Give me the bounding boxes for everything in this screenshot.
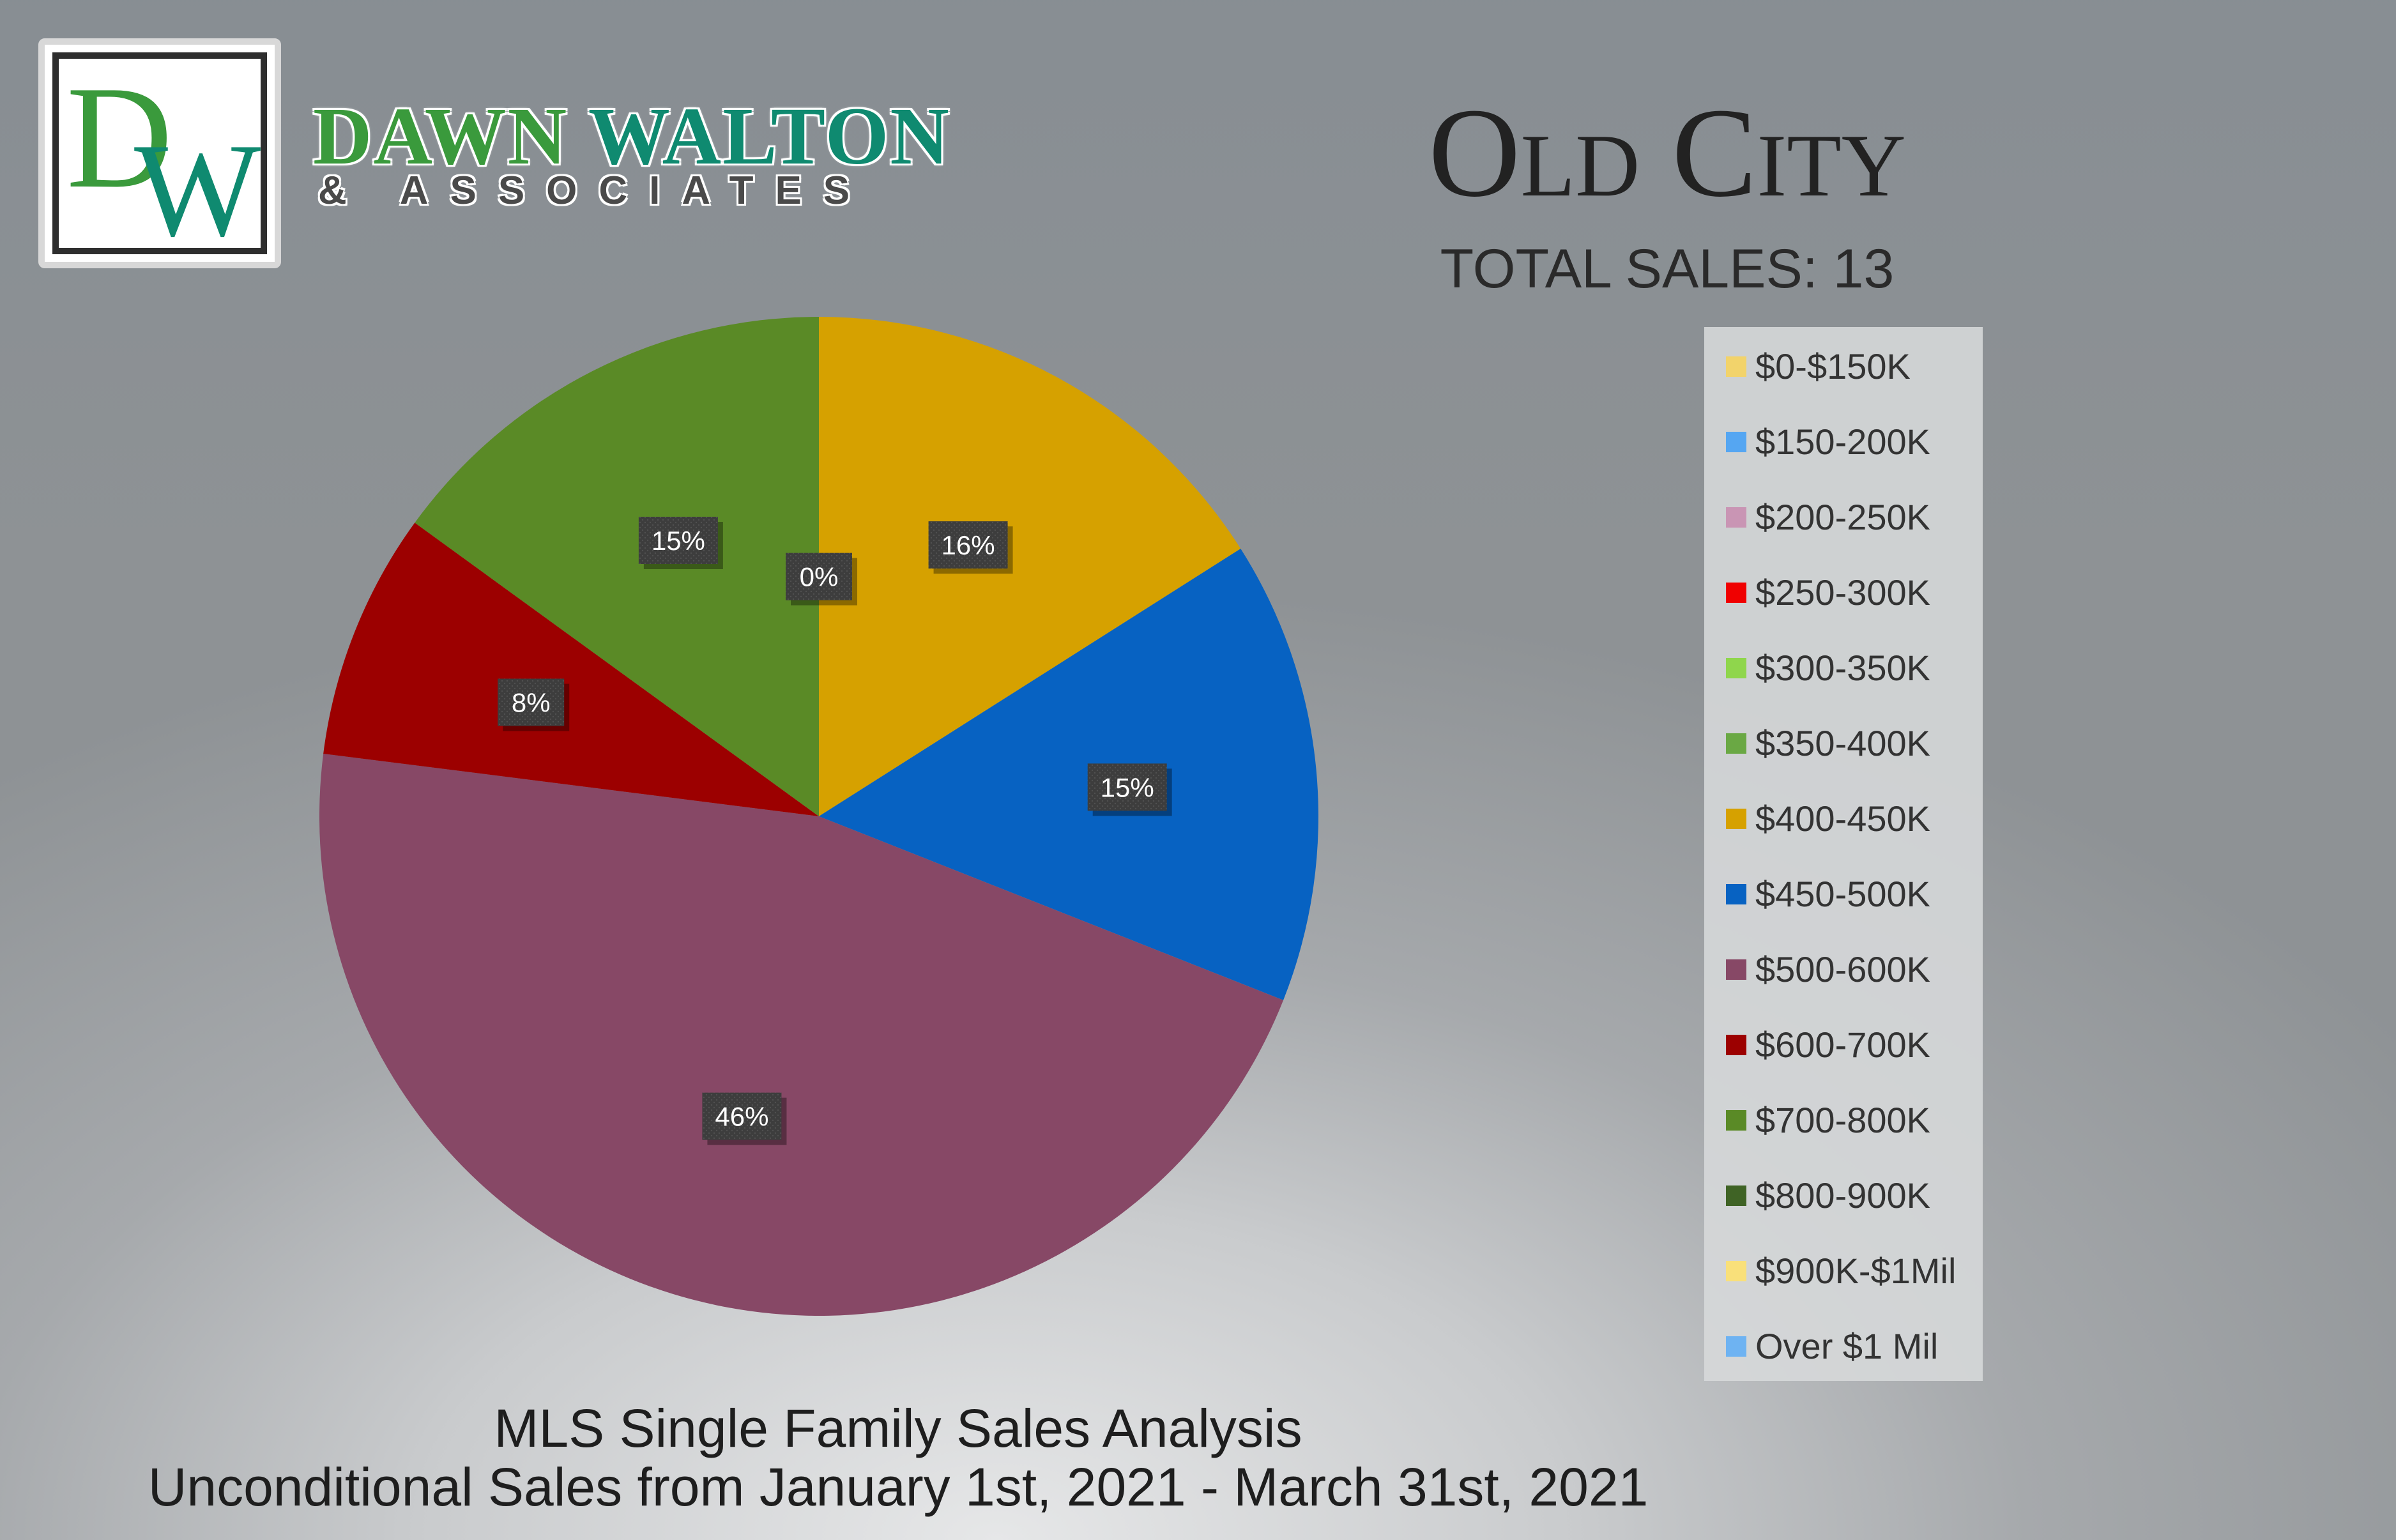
brand-name-last: WALTON (588, 91, 950, 181)
legend-label: $150-200K (1755, 422, 1931, 462)
legend-item: $900K-$1Mil (1704, 1247, 1983, 1322)
legend-swatch (1726, 959, 1746, 980)
legend-item: Over $1 Mil (1704, 1322, 1983, 1398)
slice-value-label: 15% (652, 526, 705, 556)
slice-value-label: 0% (800, 562, 839, 592)
slice-data-label: 15% (1087, 763, 1172, 816)
chart-legend: $0-$150K $150-200K $200-250K $250-300K $300-… (1704, 327, 1983, 1381)
background-shade (0, 0, 2396, 575)
slice-value-label: 8% (512, 688, 551, 718)
legend-swatch (1726, 356, 1746, 377)
legend-item: $450-500K (1704, 870, 1983, 945)
legend-swatch (1726, 809, 1746, 829)
label-box (638, 517, 718, 565)
legend-label: $250-300K (1755, 572, 1931, 613)
slice-data-label: 46% (702, 1092, 787, 1145)
pie-slice (819, 548, 1318, 1000)
legend-item: $250-300K (1704, 568, 1983, 644)
logo-letter-w: W (134, 116, 261, 248)
legend-label: $900K-$1Mil (1755, 1251, 1957, 1291)
legend-item: $800-900K (1704, 1171, 1983, 1247)
footer-date-range: Unconditional Sales from January 1st, 20… (148, 1457, 1649, 1517)
legend-swatch (1726, 884, 1746, 904)
brand-logo: D W (38, 38, 281, 268)
pie-chart: 16% 15% 46% 8% 15% 0% (319, 316, 1318, 1316)
page-title: Old City (1428, 82, 1906, 224)
footer-title: MLS Single Family Sales Analysis (494, 1398, 1302, 1458)
slice-value-label: 15% (1101, 772, 1154, 802)
slice-data-label: 16% (928, 521, 1013, 574)
dw-monogram-icon: D W (66, 59, 261, 248)
legend-item: $0-$150K (1704, 342, 1983, 418)
legend-label: $400-450K (1755, 798, 1931, 839)
legend-label: $200-250K (1755, 497, 1931, 537)
brand-name-first: DAWN (313, 91, 568, 181)
legend-label: $300-350K (1755, 648, 1931, 688)
legend-swatch (1726, 1035, 1746, 1055)
legend-label: $500-600K (1755, 949, 1931, 989)
brand-name: DAWN WALTON (313, 89, 950, 183)
pie-slice (415, 316, 819, 816)
slice-data-label: 15% (638, 517, 723, 570)
logo-letter-d: D (66, 59, 172, 218)
slice-value-label: 16% (942, 530, 995, 560)
pie-slice (323, 522, 820, 816)
slice-data-label: 0% (786, 553, 857, 606)
legend-label: $350-400K (1755, 723, 1931, 763)
legend-item: $300-350K (1704, 644, 1983, 719)
legend-swatch (1726, 1261, 1746, 1281)
label-box (1087, 763, 1167, 811)
legend-label: $800-900K (1755, 1175, 1931, 1216)
label-box (702, 1092, 782, 1140)
legend-item: $600-700K (1704, 1021, 1983, 1096)
brand-tagline: & ASSOCIATES (318, 169, 872, 213)
pie-slice (319, 753, 1284, 1316)
legend-item: $700-800K (1704, 1096, 1983, 1171)
legend-swatch (1726, 1185, 1746, 1206)
legend-item: $200-250K (1704, 493, 1983, 568)
legend-swatch (1726, 432, 1746, 452)
total-sales: TOTAL SALES: 13 (1440, 238, 1895, 300)
logo-frame: D W (52, 52, 267, 254)
slice-value-label: 46% (715, 1102, 768, 1132)
legend-item: $350-400K (1704, 719, 1983, 795)
label-box (928, 521, 1008, 569)
legend-swatch (1726, 507, 1746, 528)
label-box (786, 553, 852, 600)
legend-label: $450-500K (1755, 874, 1931, 914)
legend-label: $700-800K (1755, 1100, 1931, 1140)
legend-swatch (1726, 583, 1746, 603)
pie-slice (819, 317, 1241, 816)
legend-swatch (1726, 1336, 1746, 1357)
legend-swatch (1726, 1110, 1746, 1131)
legend-label: $0-$150K (1755, 346, 1911, 386)
legend-swatch (1726, 658, 1746, 678)
legend-label: $600-700K (1755, 1025, 1931, 1065)
label-box (498, 678, 565, 726)
legend-item: $150-200K (1704, 418, 1983, 493)
slice-data-label: 8% (498, 678, 570, 731)
legend-swatch (1726, 733, 1746, 754)
legend-item: $500-600K (1704, 945, 1983, 1021)
legend-item: $400-450K (1704, 795, 1983, 870)
legend-label: Over $1 Mil (1755, 1326, 1939, 1366)
